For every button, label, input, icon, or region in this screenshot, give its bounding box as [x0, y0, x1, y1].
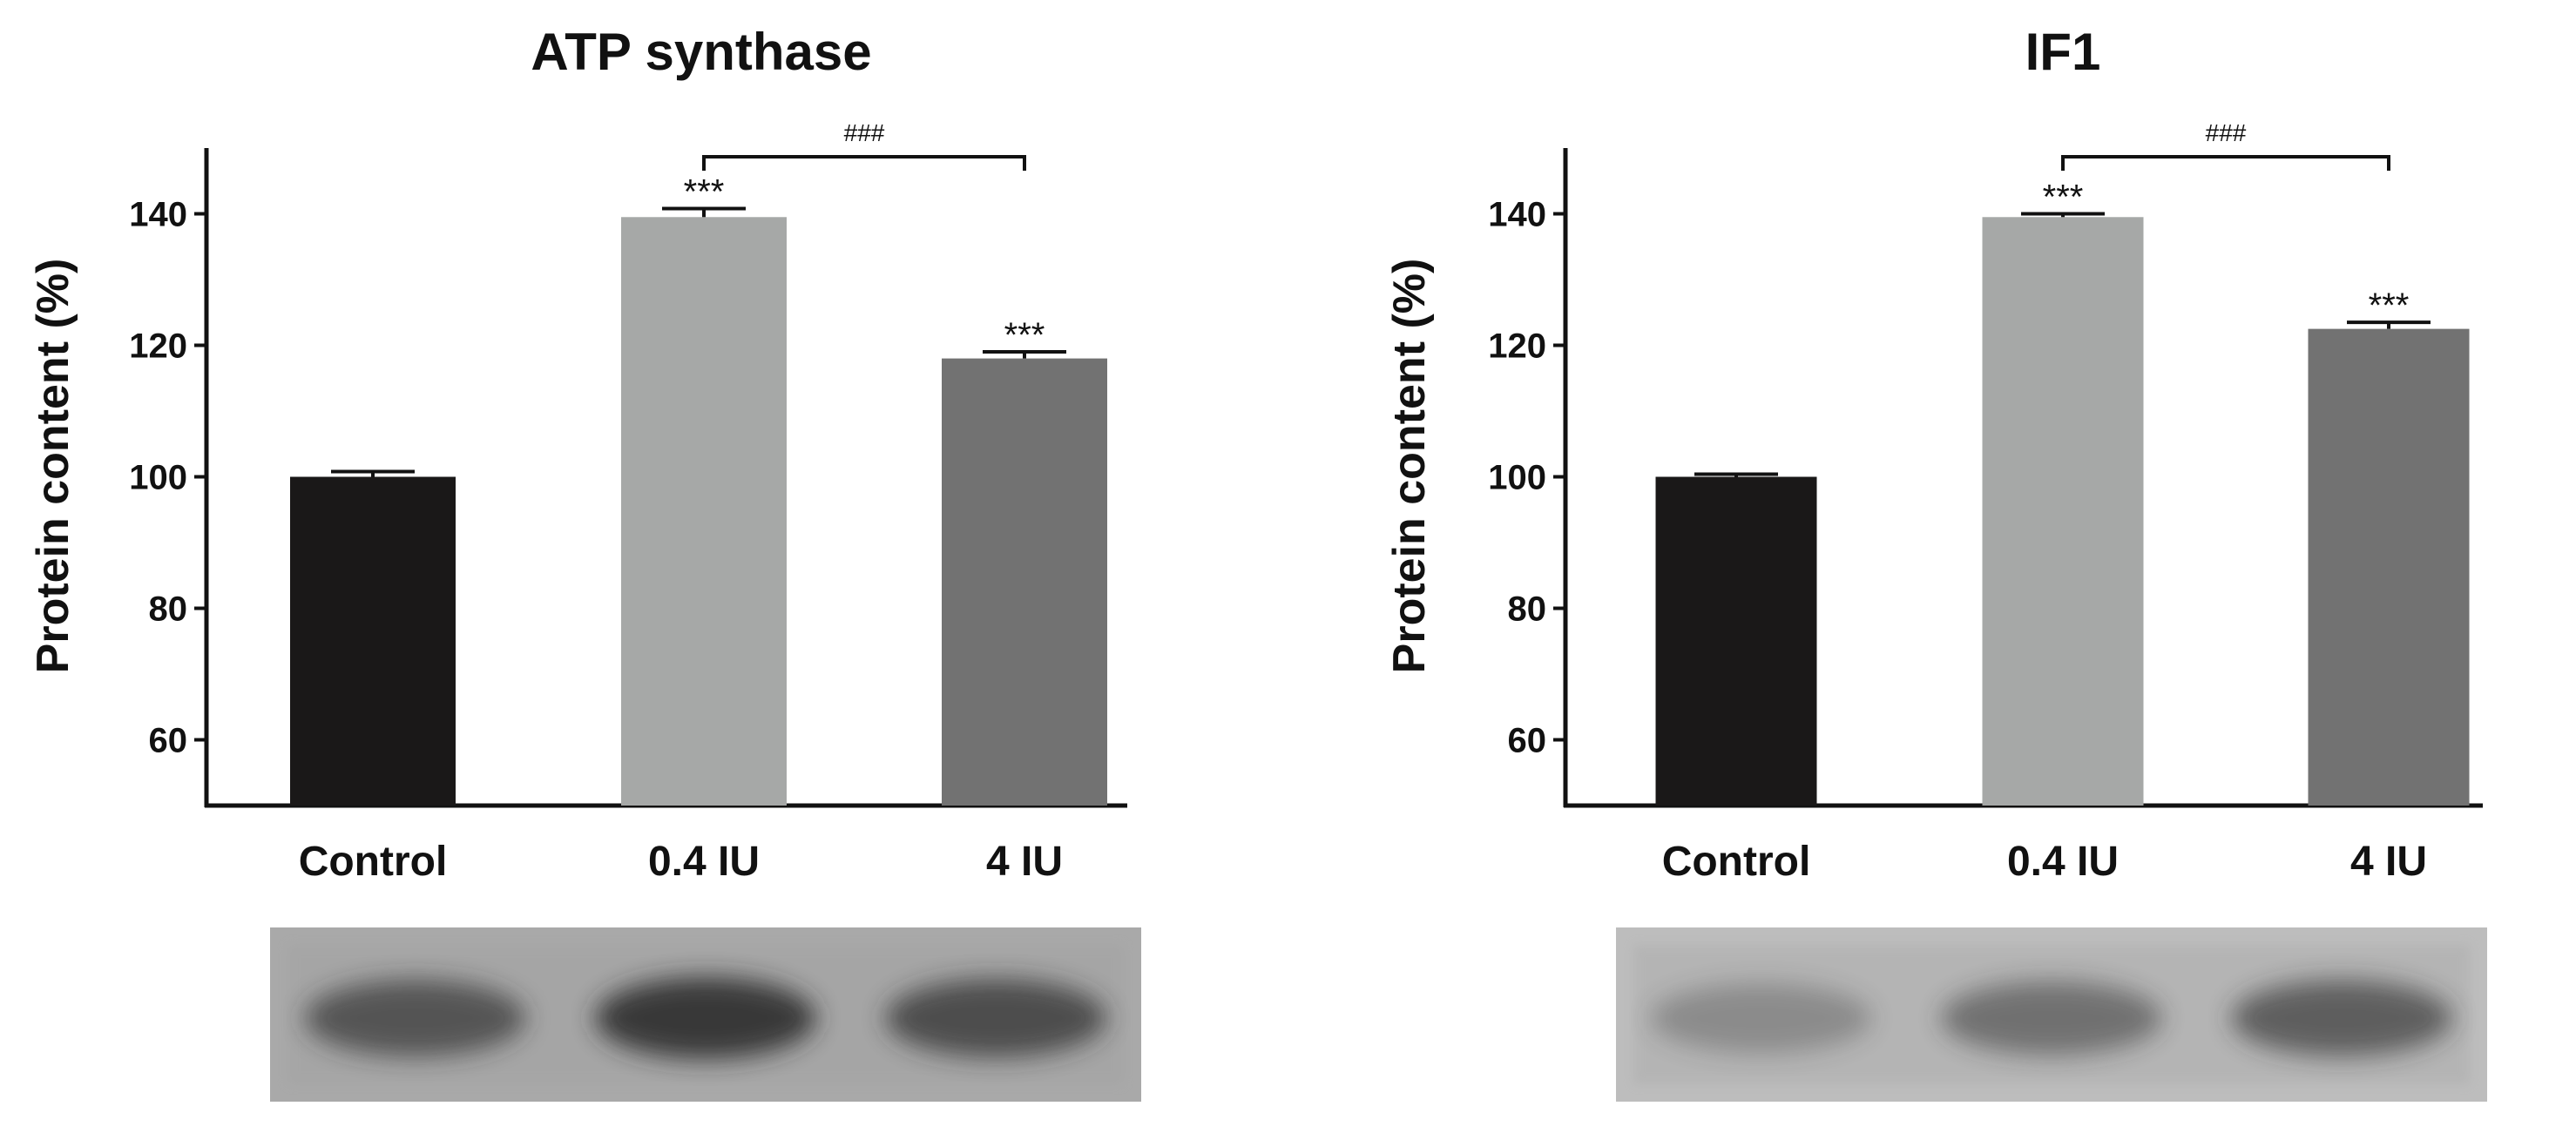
comparison-bracket: ###: [2061, 119, 2390, 171]
significance-label: ***: [684, 172, 725, 211]
error-bars: [331, 206, 1066, 477]
x-tick-label: Control: [1662, 839, 1811, 885]
significance-label: ***: [2043, 179, 2084, 217]
y-ticks: 60 80 100 120 140: [129, 196, 206, 760]
y-tick-label: 140: [1488, 196, 1546, 234]
bracket-label: ###: [844, 119, 885, 146]
chart-title: ATP synthase: [531, 23, 871, 81]
y-axis-label: Protein content (%): [1384, 259, 1435, 674]
bar: [621, 217, 787, 806]
atp-synthase-panel: ATP synthase Protein content (%) 60 80 100…: [28, 23, 1141, 1102]
bars: [1655, 217, 2470, 806]
bracket-line: [2061, 155, 2390, 171]
western-blot-image: [1616, 927, 2487, 1102]
x-tick-label: 0.4 IU: [2007, 839, 2119, 885]
blot-band: [595, 977, 816, 1059]
bar: [290, 476, 456, 806]
y-tick-label: 140: [129, 196, 187, 234]
x-tick-labels: Control 0.4 IU 4 IU: [1662, 839, 2427, 885]
bar: [2308, 328, 2470, 806]
significance-label: ***: [1004, 316, 1045, 354]
bars: [290, 217, 1107, 806]
x-tick-label: 4 IU: [2350, 839, 2427, 885]
y-tick-label: 120: [1488, 327, 1546, 366]
bracket-label: ###: [2206, 119, 2247, 146]
bracket-line: [702, 155, 1026, 171]
significance-marks: *** ***: [684, 172, 1045, 354]
y-tick-label: 60: [149, 722, 188, 760]
y-tick-label: 80: [1508, 590, 1547, 629]
western-blot-image: [270, 927, 1141, 1102]
blot-band: [1941, 981, 2162, 1055]
blot-band: [1651, 983, 1872, 1053]
x-tick-label: 4 IU: [986, 839, 1063, 885]
blot-band: [305, 980, 526, 1056]
y-ticks: 60 80 100 120 140: [1488, 196, 1565, 760]
significance-label: ***: [2369, 287, 2410, 325]
significance-marks: *** ***: [2043, 179, 2410, 326]
blot-band: [885, 979, 1106, 1057]
y-axis-label: Protein content (%): [28, 259, 78, 674]
blot-band: [2231, 980, 2452, 1056]
y-tick-label: 100: [1488, 459, 1546, 497]
bar: [1655, 476, 1817, 806]
chart-title: IF1: [2025, 23, 2101, 81]
y-tick-label: 60: [1508, 722, 1547, 760]
error-bars: [1694, 212, 2431, 477]
y-tick-label: 80: [149, 590, 188, 629]
y-tick-label: 100: [129, 459, 187, 497]
y-tick-label: 120: [129, 327, 187, 366]
bar: [1982, 217, 2144, 806]
x-tick-label: Control: [299, 839, 448, 885]
bar: [942, 358, 1107, 806]
comparison-bracket: ###: [702, 119, 1026, 171]
x-tick-labels: Control 0.4 IU 4 IU: [299, 839, 1063, 885]
x-tick-label: 0.4 IU: [648, 839, 760, 885]
if1-panel: IF1 Protein content (%) 60 80 100 120 140 **…: [1384, 23, 2487, 1102]
